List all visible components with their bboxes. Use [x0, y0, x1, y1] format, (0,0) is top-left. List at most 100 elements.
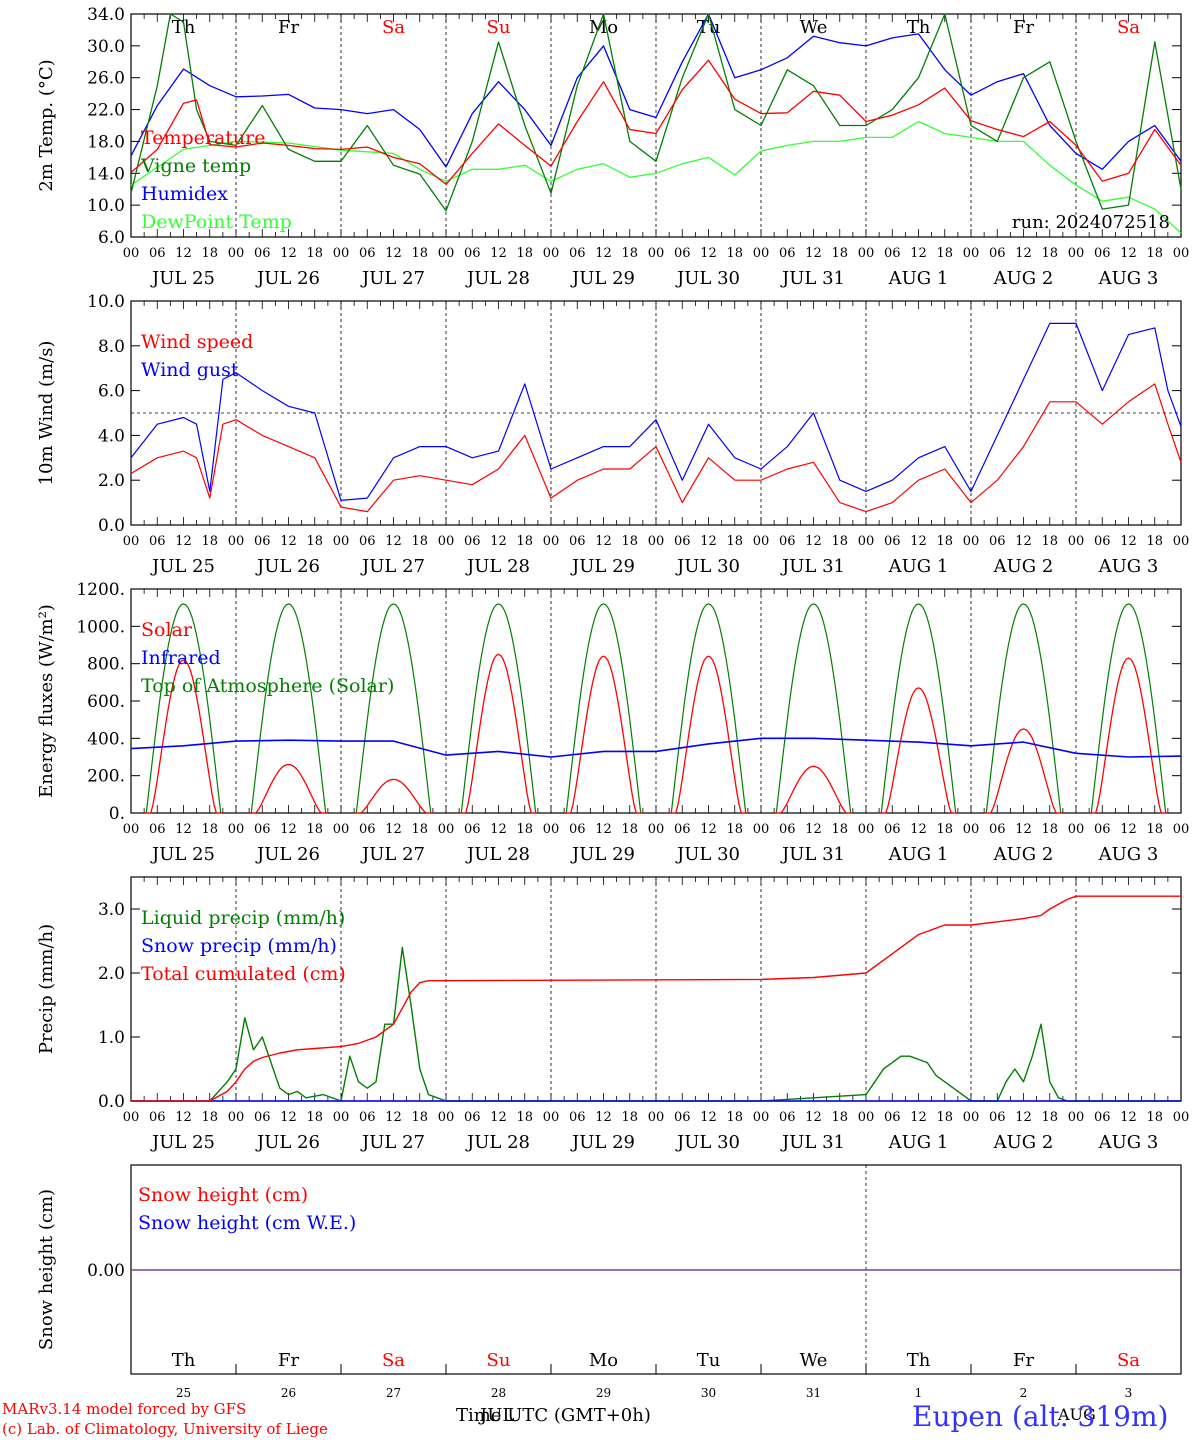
- y-tick-label: 4.0: [98, 426, 125, 446]
- x-date-label: JUL 27: [360, 268, 425, 289]
- x-hour-label: 18: [411, 246, 428, 261]
- x-hour-label: 00: [858, 534, 875, 549]
- x-hour-label: 00: [1173, 822, 1190, 837]
- infrared-line: [130, 737, 1182, 758]
- x-date-label: JUL 31: [780, 556, 845, 577]
- x-hour-label: 18: [726, 246, 743, 261]
- x-date-label: JUL 27: [360, 556, 425, 577]
- legend-entry: Wind gust: [141, 359, 239, 381]
- x-day-number: 27: [386, 1386, 401, 1400]
- x-date-label: JUL 25: [150, 556, 215, 577]
- x-hour-label: 12: [595, 534, 612, 549]
- x-hour-label: 06: [779, 1110, 796, 1125]
- x-date-label: JUL 26: [255, 844, 320, 865]
- x-hour-label: 18: [1146, 246, 1163, 261]
- x-hour-label: 18: [936, 534, 953, 549]
- x-hour-label: 06: [149, 534, 166, 549]
- x-hour-label: 00: [228, 246, 245, 261]
- x-hour-label: 12: [280, 246, 297, 261]
- y-tick-label: 200.: [87, 767, 125, 787]
- x-date-label: JUL 29: [570, 556, 635, 577]
- x-hour-label: 06: [674, 534, 691, 549]
- x-date-label: JUL 28: [465, 268, 530, 289]
- x-hour-label: 06: [1094, 1110, 1111, 1125]
- y-tick-label: 0.00: [87, 1261, 125, 1281]
- x-hour-label: 18: [726, 534, 743, 549]
- x-date-label: AUG 1: [888, 844, 949, 865]
- x-hour-label: 00: [1068, 822, 1085, 837]
- x-hour-label: 00: [333, 822, 350, 837]
- x-hour-label: 00: [1173, 534, 1190, 549]
- x-hour-label: 12: [280, 1110, 297, 1125]
- x-hour-label: 18: [201, 246, 218, 261]
- y-tick-label: 8.0: [98, 337, 125, 357]
- weekday-label-bottom: We: [800, 1350, 828, 1371]
- x-hour-label: 06: [884, 822, 901, 837]
- x-date-label: AUG 3: [1098, 268, 1159, 289]
- legend-entry: DewPoint Temp: [141, 211, 292, 233]
- x-day-number: 30: [701, 1386, 716, 1400]
- x-hour-label: 06: [359, 534, 376, 549]
- x-date-label: JUL 30: [675, 1132, 740, 1153]
- x-hour-label: 00: [963, 534, 980, 549]
- x-hour-label: 00: [963, 822, 980, 837]
- x-hour-label: 06: [674, 822, 691, 837]
- x-hour-label: 12: [700, 822, 717, 837]
- y-tick-label: 1.0: [98, 1028, 125, 1048]
- weekday-label-bottom: Fr: [1013, 1350, 1034, 1371]
- x-hour-label: 18: [726, 1110, 743, 1125]
- x-hour-label: 18: [831, 1110, 848, 1125]
- x-hour-label: 18: [516, 534, 533, 549]
- x-hour-label: 00: [858, 1110, 875, 1125]
- footer-lab-line: (c) Lab. of Climatology, University of L…: [2, 1420, 328, 1438]
- x-hour-label: 00: [333, 534, 350, 549]
- legend-entry: Temperature: [141, 127, 265, 149]
- x-hour-label: 00: [648, 534, 665, 549]
- toa-solar-curve: [564, 603, 643, 814]
- y-tick-label: 26.0: [87, 69, 125, 89]
- x-hour-label: 00: [1173, 1110, 1190, 1125]
- x-hour-label: 06: [989, 1110, 1006, 1125]
- x-hour-label: 12: [1015, 534, 1032, 549]
- x-hour-label: 00: [438, 246, 455, 261]
- x-hour-label: 00: [753, 246, 770, 261]
- x-hour-label: 06: [359, 822, 376, 837]
- x-hour-label: 06: [569, 822, 586, 837]
- x-day-number: 28: [491, 1386, 506, 1400]
- x-date-label: AUG 2: [993, 556, 1054, 577]
- x-hour-label: 00: [333, 246, 350, 261]
- x-hour-label: 18: [516, 1110, 533, 1125]
- x-hour-label: 06: [254, 1110, 271, 1125]
- x-hour-label: 12: [910, 246, 927, 261]
- x-hour-label: 06: [779, 246, 796, 261]
- x-hour-label: 00: [228, 534, 245, 549]
- x-hour-label: 12: [1120, 534, 1137, 549]
- weekday-label-bottom: Fr: [278, 1350, 299, 1371]
- solar-curve: [144, 659, 223, 814]
- x-date-label: AUG 3: [1098, 1132, 1159, 1153]
- x-axis-title: Time UTC (GMT+0h): [456, 1405, 651, 1426]
- x-hour-label: 12: [490, 1110, 507, 1125]
- x-hour-label: 00: [123, 534, 140, 549]
- x-hour-label: 06: [1094, 534, 1111, 549]
- series-line-blue: [130, 322, 1182, 501]
- x-hour-label: 18: [936, 822, 953, 837]
- toa-solar-curve: [669, 603, 748, 814]
- x-hour-label: 06: [149, 822, 166, 837]
- legend-entry: Snow precip (mm/h): [141, 935, 337, 957]
- x-hour-label: 12: [490, 534, 507, 549]
- x-hour-label: 12: [175, 246, 192, 261]
- x-hour-label: 06: [1094, 822, 1111, 837]
- solar-curve: [984, 728, 1063, 814]
- weekday-label: Fr: [1013, 17, 1034, 38]
- x-hour-label: 12: [910, 822, 927, 837]
- footer-model-line: MARv3.14 model forced by GFS: [2, 1400, 247, 1418]
- x-hour-label: 18: [1041, 534, 1058, 549]
- y-tick-label: 0.0: [98, 1092, 125, 1112]
- x-hour-label: 06: [779, 822, 796, 837]
- x-hour-label: 18: [936, 246, 953, 261]
- weekday-label-bottom: Mo: [589, 1350, 618, 1371]
- weekday-label: Sa: [382, 17, 405, 38]
- toa-solar-curve: [354, 603, 433, 814]
- y-tick-label: 30.0: [87, 37, 125, 57]
